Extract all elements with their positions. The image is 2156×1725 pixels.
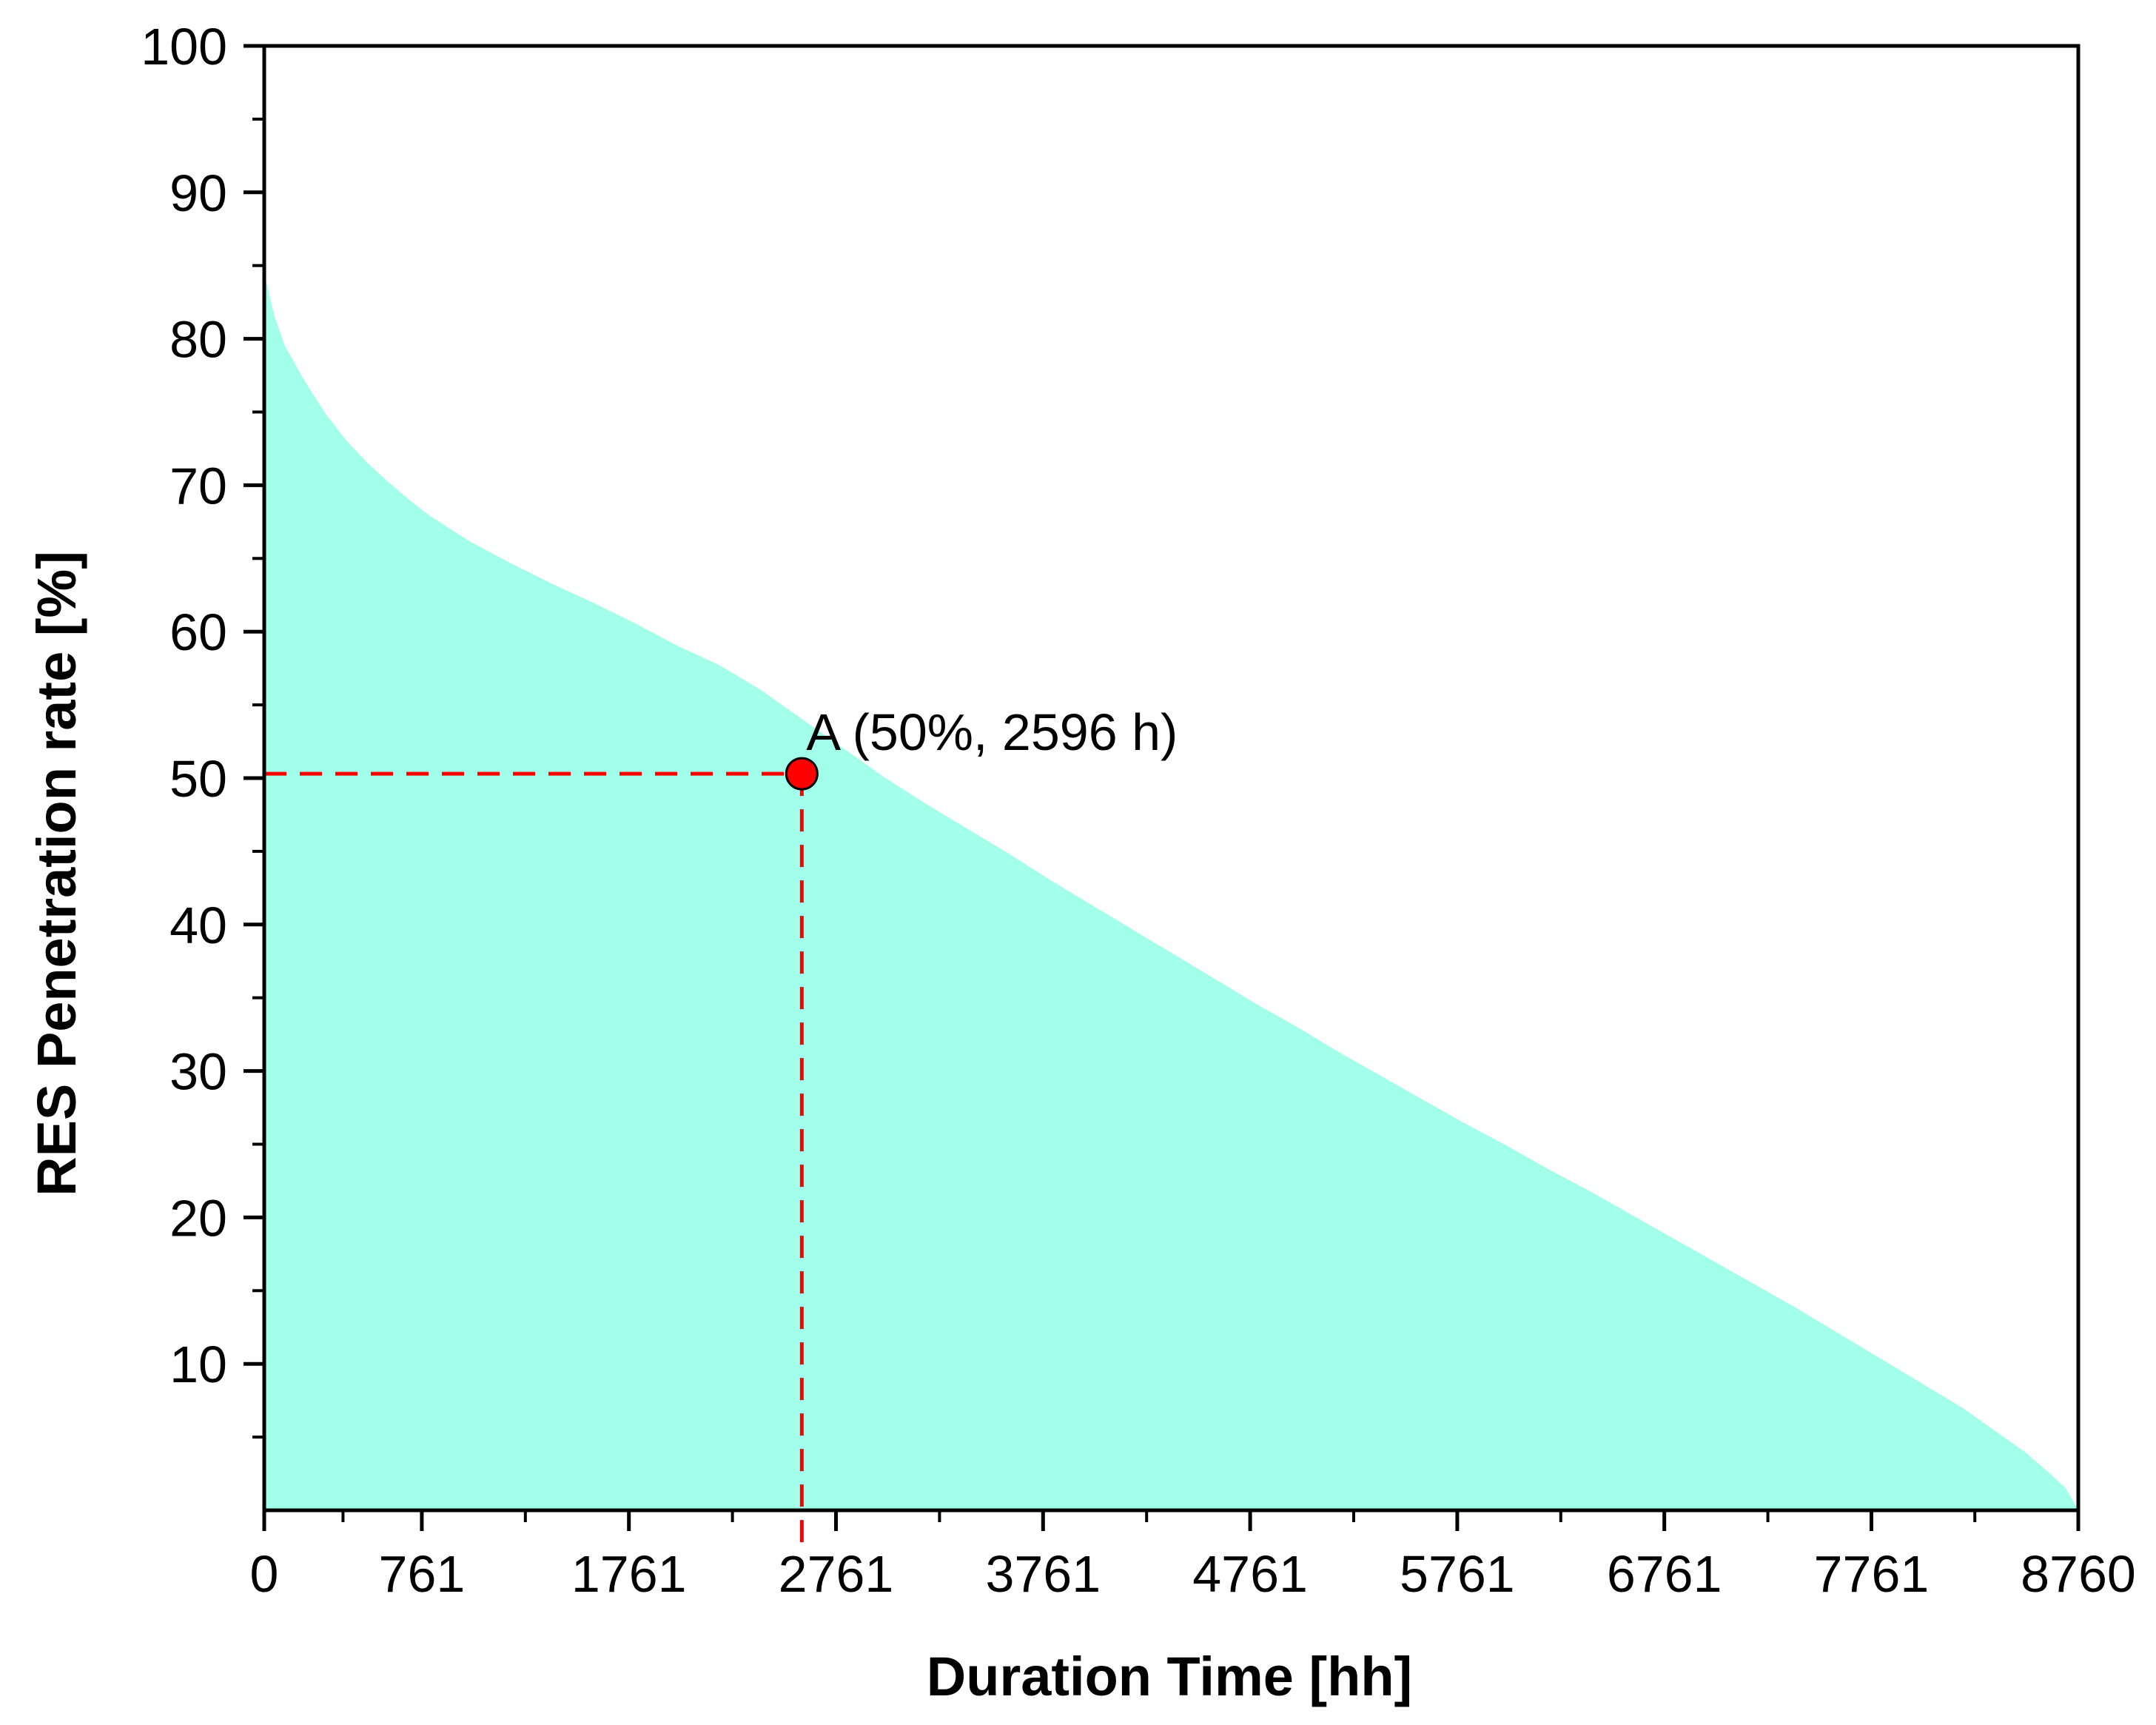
x-tick-label: 3761 (985, 1545, 1101, 1603)
x-tick-label: 1761 (571, 1545, 687, 1603)
axis-layer: 0 761 1761 2761 3761 4761 5761 6761 7761 8760 10 20… (141, 18, 2136, 1603)
y-tick-label: 70 (169, 457, 227, 515)
y-tick-label: 40 (169, 897, 227, 954)
annotation-point (785, 757, 819, 791)
y-tick-label: 80 (169, 311, 227, 369)
x-tick-label: 2761 (779, 1545, 894, 1603)
y-tick-label: 10 (169, 1336, 227, 1393)
y-axis-title: RES Penetration rate [%] (26, 551, 87, 1196)
y-tick-label: 20 (169, 1189, 227, 1247)
y-tick-label: 60 (169, 603, 227, 661)
x-tick-label: 5761 (1400, 1545, 1515, 1603)
y-tick-label: 90 (169, 164, 227, 222)
x-tick-label: 4761 (1192, 1545, 1308, 1603)
plot-layer: A (50%, 2596 h) (264, 272, 2078, 1547)
y-tick-label: 50 (169, 750, 227, 808)
x-tick-label: 8760 (2021, 1545, 2136, 1603)
x-tick-label: 761 (379, 1545, 466, 1603)
x-tick-label: 0 (250, 1545, 279, 1603)
x-tick-label: 7761 (1814, 1545, 1930, 1603)
area-series (264, 272, 2078, 1511)
y-tick-label: 100 (141, 18, 227, 76)
y-tick-label: 30 (169, 1043, 227, 1101)
annotation-label: A (50%, 2596 h) (806, 703, 1178, 761)
x-tick-label: 6761 (1607, 1545, 1722, 1603)
x-axis-title: Duration Time [hh] (927, 1646, 1412, 1707)
